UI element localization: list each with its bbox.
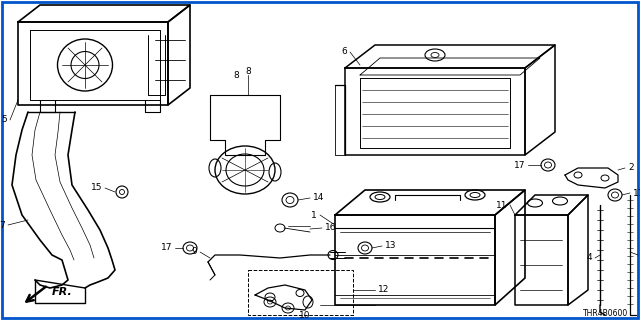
Text: 15: 15 [90, 183, 102, 193]
Text: 17: 17 [161, 244, 172, 252]
Text: 6: 6 [341, 47, 347, 57]
Text: 2: 2 [628, 164, 634, 172]
Text: 12: 12 [378, 285, 389, 294]
Text: 11: 11 [495, 201, 507, 210]
Text: 13: 13 [385, 242, 397, 251]
Text: THR4B0600: THR4B0600 [583, 308, 628, 317]
Text: 14: 14 [313, 194, 324, 203]
Text: 9: 9 [191, 247, 197, 257]
Text: 8: 8 [245, 68, 251, 76]
Text: 17: 17 [633, 188, 640, 197]
Text: 5: 5 [1, 116, 7, 124]
Text: 8: 8 [233, 70, 239, 79]
Text: 1: 1 [311, 211, 317, 220]
Text: 10: 10 [300, 310, 311, 319]
Text: 17: 17 [513, 161, 525, 170]
Text: FR.: FR. [52, 287, 73, 297]
Bar [248, 270, 353, 315]
Text: 4: 4 [586, 253, 592, 262]
Text: 16: 16 [325, 223, 337, 233]
Text: 7: 7 [0, 220, 5, 229]
